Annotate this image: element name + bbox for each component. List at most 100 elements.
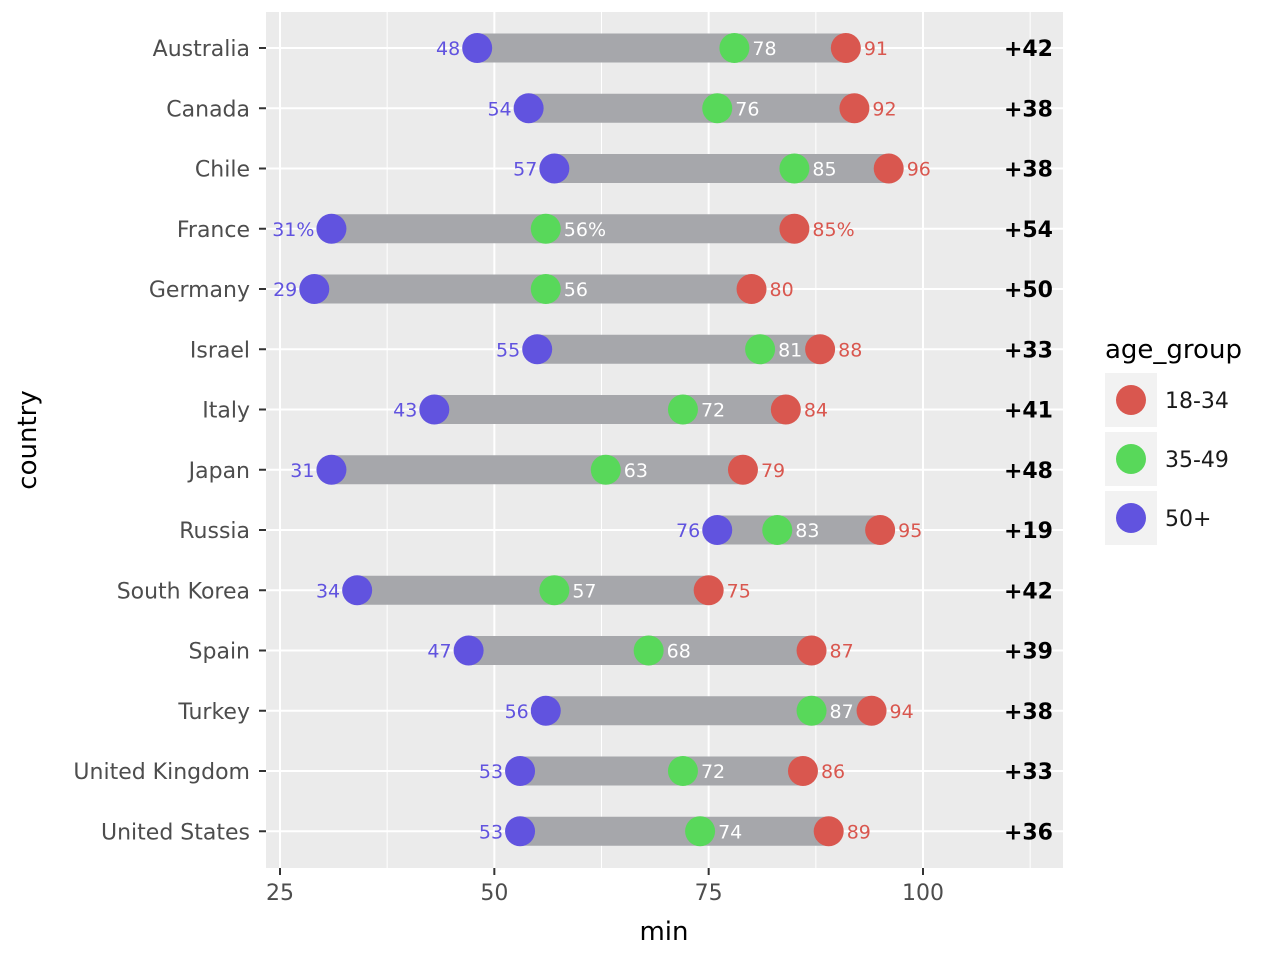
point-50plus: [702, 515, 733, 545]
legend-swatch: [1116, 385, 1146, 415]
value-label-35-49: 63: [624, 460, 648, 482]
value-label-50plus: 54: [487, 98, 511, 120]
y-tick-label: Russia: [179, 519, 250, 544]
gap-label: +38: [1004, 97, 1053, 122]
gap-label: +33: [1004, 338, 1053, 363]
value-label-18-34: 88: [838, 339, 862, 361]
value-label-18-34: 85%: [812, 219, 854, 241]
point-50plus: [453, 635, 484, 666]
y-tick-label: Spain: [189, 640, 250, 665]
point-35-49: [779, 153, 810, 184]
value-label-35-49: 56%: [564, 219, 606, 241]
y-tick-label: Germany: [149, 278, 250, 303]
point-35-49: [762, 515, 793, 545]
value-label-35-49: 72: [701, 400, 725, 422]
value-label-50plus: 56: [505, 701, 529, 723]
difference-labels: +36 +33 +38 +39 +42 +19 +48 +41 +33 +50 +54 +38 +38 +…: [1004, 37, 1053, 845]
point-18-34: [693, 575, 724, 606]
point-35-49: [719, 33, 750, 63]
point-18-34: [779, 213, 810, 244]
y-tick-label: United Kingdom: [73, 760, 250, 785]
x-tick-label: 75: [695, 881, 723, 906]
value-labels: 53 74 89 53 72 86 56 87 94 47 68 87 34 57 75 76 83 95 31 63…: [272, 38, 931, 843]
gap-label: +42: [1004, 37, 1053, 62]
value-label-35-49: 81: [778, 339, 802, 361]
gap-label: +38: [1004, 158, 1053, 183]
value-label-18-34: 94: [890, 701, 914, 723]
y-tick-label: Israel: [190, 338, 250, 363]
value-label-50plus: 47: [427, 641, 451, 663]
point-18-34: [727, 454, 758, 485]
point-50plus: [530, 695, 561, 726]
point-18-34: [839, 93, 870, 124]
point-50plus: [505, 816, 536, 847]
point-50plus: [299, 274, 330, 304]
legend-label: 35-49: [1165, 448, 1229, 473]
point-18-34: [787, 756, 818, 786]
value-label-50plus: 55: [496, 339, 520, 361]
value-label-18-34: 89: [847, 821, 871, 843]
value-label-18-34: 84: [804, 400, 828, 422]
value-label-35-49: 68: [667, 641, 691, 663]
y-axis: United States United Kingdom Turkey Spain So…: [73, 37, 266, 845]
point-18-34: [813, 816, 844, 847]
value-label-35-49: 57: [572, 580, 596, 602]
point-18-34: [805, 334, 836, 365]
value-label-18-34: 86: [821, 761, 845, 783]
y-tick-label: Turkey: [177, 700, 250, 725]
gap-label: +19: [1004, 519, 1053, 544]
gap-label: +41: [1004, 399, 1053, 424]
value-label-18-34: 87: [830, 641, 854, 663]
point-50plus: [522, 334, 553, 365]
value-label-35-49: 74: [718, 821, 742, 843]
value-label-35-49: 76: [735, 98, 759, 120]
value-label-50plus: 31: [290, 460, 314, 482]
x-tick-label: 100: [902, 881, 944, 906]
point-35-49: [796, 695, 827, 726]
point-18-34: [865, 515, 896, 545]
x-tick-label: 25: [266, 881, 294, 906]
point-35-49: [702, 93, 733, 124]
y-axis-title: country: [13, 390, 43, 489]
value-label-35-49: 85: [812, 159, 836, 181]
gap-label: +50: [1004, 278, 1053, 303]
legend-label: 18-34: [1165, 389, 1229, 414]
gap-label: +38: [1004, 700, 1053, 725]
point-50plus: [419, 394, 450, 425]
value-label-35-49: 78: [752, 38, 776, 60]
value-label-35-49: 83: [795, 520, 819, 542]
y-tick-label: Japan: [187, 459, 250, 484]
y-tick-label: South Korea: [117, 579, 250, 604]
legend: age_group 18-34 35-49 50+: [1105, 335, 1242, 545]
point-35-49: [590, 454, 621, 485]
y-tick-label: Australia: [153, 37, 250, 62]
value-label-18-34: 92: [872, 98, 896, 120]
point-18-34: [873, 153, 904, 184]
point-18-34: [796, 635, 827, 666]
data-points: [299, 33, 904, 847]
point-35-49: [685, 816, 716, 847]
legend-title: age_group: [1105, 335, 1242, 365]
point-35-49: [530, 213, 561, 244]
legend-swatch: [1116, 503, 1146, 533]
gap-label: +39: [1004, 640, 1053, 665]
gap-label: +36: [1004, 820, 1053, 845]
point-18-34: [856, 695, 887, 726]
point-18-34: [770, 394, 801, 425]
value-label-18-34: 91: [864, 38, 888, 60]
value-label-50plus: 48: [436, 38, 460, 60]
value-label-35-49: 87: [830, 701, 854, 723]
value-label-18-34: 80: [770, 279, 794, 301]
legend-label: 50+: [1165, 507, 1211, 532]
y-tick-label: United States: [101, 820, 250, 845]
point-35-49: [667, 394, 698, 425]
point-35-49: [667, 756, 698, 786]
x-tick-label: 50: [480, 881, 508, 906]
gap-label: +42: [1004, 579, 1053, 604]
value-label-50plus: 76: [676, 520, 700, 542]
point-35-49: [633, 635, 664, 666]
x-axis: 25 50 75 100: [266, 868, 944, 906]
gap-label: +48: [1004, 459, 1053, 484]
plot-panel: [266, 12, 1063, 868]
value-label-50plus: 31%: [272, 219, 314, 241]
